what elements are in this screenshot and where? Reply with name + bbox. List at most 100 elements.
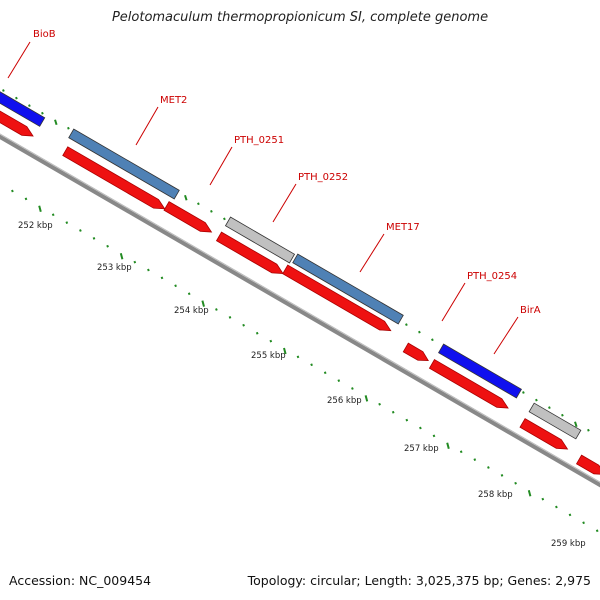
outer-tick [431,338,434,342]
genome-stats-label: Topology: circular; Length: 3,025,375 bp… [247,573,591,588]
outer-tick [548,406,551,410]
gene-track [0,89,582,440]
gene-label: MET17 [386,222,420,233]
inner-tick [541,497,545,501]
cds-track [0,109,600,475]
inner-tick [133,260,137,264]
inner-tick [595,529,599,533]
gene-label: PTH_0254 [467,271,517,282]
cds-arrow-shape [282,264,392,332]
accession-label: Accession: NC_009454 [9,573,152,588]
outer-tick [67,126,70,130]
inner-tick [92,237,96,240]
inner-tick [527,489,532,497]
genome-backbone [0,134,600,488]
cds-arrow-shape [428,359,509,409]
inner-tick [378,402,381,406]
cds-arrow [282,264,392,332]
scale-label: 256 kbp [327,396,362,406]
inner-tick [473,458,477,461]
inner-tick [432,434,436,438]
cds-arrow-shape [215,231,284,275]
genome-backbone-highlight [0,133,600,483]
cds-arrow [428,359,509,409]
inner-tick [24,197,28,201]
gene-pth0251-shape [224,216,296,264]
cds-arrow-shape [0,109,34,137]
outer-tick [405,323,408,326]
cds-arrow [62,146,166,210]
outer-tick [535,398,538,402]
inner-tick [201,300,205,307]
cds-arrow [575,454,600,475]
gene-label: MET2 [160,95,187,106]
scale-label: 252 kbp [18,221,53,231]
gene-label-leader [359,233,385,273]
cds-arrow [163,201,213,233]
cds-arrow [0,109,34,137]
outer-tick [587,428,590,432]
cds-arrow-shape [402,342,429,361]
gene-label-leader [135,106,159,146]
inner-tick [323,371,327,375]
inner-tick [405,418,409,422]
outer-tick [561,413,564,417]
inner-tick [364,395,369,402]
gene-pth0255-shape [528,402,582,440]
gene-met17 [292,253,404,325]
inner-tick [38,205,42,213]
gene-bioB [0,89,46,127]
inner-tick [11,189,14,193]
inner-tick [310,363,313,367]
outer-tick [197,202,200,206]
inner-tick [174,284,177,288]
inner-tick [160,276,164,280]
scale-label: 257 kbp [404,444,439,454]
gene-label-layer: BioB MET2 PTH_0251 PTH_0252 MET17 PTH_0254 Bir… [7,29,541,355]
inner-tick [215,308,218,311]
inner-tick [283,347,287,355]
gene-pth0251 [224,216,296,264]
cds-arrow-shape [519,418,569,450]
cds-arrow-shape [575,454,600,475]
inner-tick [269,339,273,343]
inner-tick [337,379,341,382]
outer-tick [223,217,226,221]
gene-label-leader [493,316,519,355]
gene-label: BioB [33,29,56,40]
outer-tick [54,119,58,126]
inner-tick [147,268,150,272]
outer-tick [28,104,31,108]
gene-label-leader [272,183,297,223]
inner-tick [446,442,450,450]
gene-birA [438,343,522,399]
inner-tick [187,292,191,296]
cds-arrow-shape [62,146,166,210]
inner-tick [500,474,504,477]
inner-tick [582,521,585,525]
inner-tick [119,252,124,260]
outer-tick [418,330,421,334]
map-title: Pelotomaculum thermopropionicum SI, comp… [111,10,489,25]
gene-label: BirA [520,305,541,316]
gene-birA-shape [438,343,522,399]
scale-label: 254 kbp [174,306,209,316]
gene-label-leader [209,146,233,186]
outer-tick [2,89,5,92]
inner-tick [514,481,517,485]
outer-tick [184,194,188,201]
inner-tick [255,331,259,335]
outer-tick [210,209,213,213]
gene-pth0255 [528,402,582,440]
gene-bioB-shape [0,89,46,127]
scale-label: 259 kbp [551,539,586,549]
inner-tick [65,221,69,224]
cds-arrow [519,418,569,450]
outer-tick [522,391,525,394]
inner-tick [228,316,232,319]
outer-tick [574,421,578,428]
inner-tick [51,213,55,217]
gene-label: PTH_0251 [234,135,284,146]
gene-met17-shape [292,253,404,325]
